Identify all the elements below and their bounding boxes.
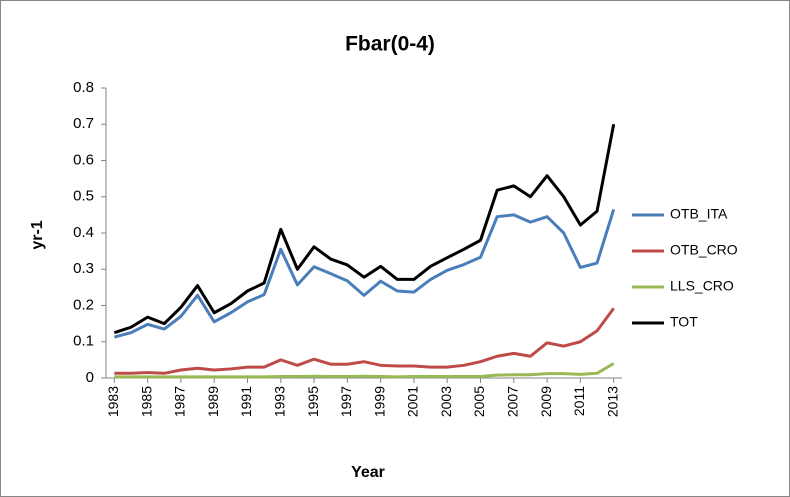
x-tick-label: 1989 bbox=[205, 386, 221, 417]
x-tick-label: 1997 bbox=[338, 386, 354, 417]
x-tick-label: 2001 bbox=[405, 386, 421, 417]
y-tick-label: 0.7 bbox=[73, 115, 94, 132]
x-tick-label: 2005 bbox=[471, 386, 487, 417]
x-tick-label: 1999 bbox=[371, 386, 387, 417]
x-tick-label: 1995 bbox=[305, 386, 321, 417]
y-tick-label: 0.5 bbox=[73, 188, 94, 205]
x-tick-label: 2013 bbox=[604, 386, 620, 417]
chart-title: Fbar(0-4) bbox=[345, 33, 435, 56]
line-series bbox=[113, 208, 616, 339]
line-series bbox=[114, 362, 615, 379]
y-axis-label: yr-1 bbox=[29, 220, 46, 249]
y-tick-label: 0.2 bbox=[73, 296, 94, 313]
y-tick-label: 0.1 bbox=[73, 333, 94, 350]
x-tick-label: 1985 bbox=[138, 386, 154, 417]
line-series bbox=[113, 123, 616, 335]
legend-label: TOT bbox=[670, 314, 698, 330]
legend-label: OTB_CRO bbox=[670, 242, 738, 258]
y-tick-label: 0.4 bbox=[73, 224, 94, 241]
legend-label: LLS_CRO bbox=[670, 278, 734, 294]
y-tick-label: 0.8 bbox=[73, 79, 94, 96]
line-series bbox=[114, 307, 615, 375]
y-tick-label: 0 bbox=[86, 369, 94, 386]
x-tick-label: 1987 bbox=[172, 386, 188, 417]
x-tick-label: 2007 bbox=[505, 386, 521, 417]
x-tick-label: 2009 bbox=[538, 386, 554, 417]
y-tick-label: 0.6 bbox=[73, 151, 94, 168]
x-tick-label: 1993 bbox=[271, 386, 287, 417]
x-axis-label: Year bbox=[351, 464, 385, 481]
x-tick-label: 1983 bbox=[105, 386, 121, 417]
x-tick-label: 1991 bbox=[238, 386, 254, 417]
y-tick-label: 0.3 bbox=[73, 260, 94, 277]
x-tick-label: 2003 bbox=[438, 386, 454, 417]
legend-label: OTB_ITA bbox=[670, 206, 728, 222]
x-tick-label: 2011 bbox=[571, 386, 587, 416]
